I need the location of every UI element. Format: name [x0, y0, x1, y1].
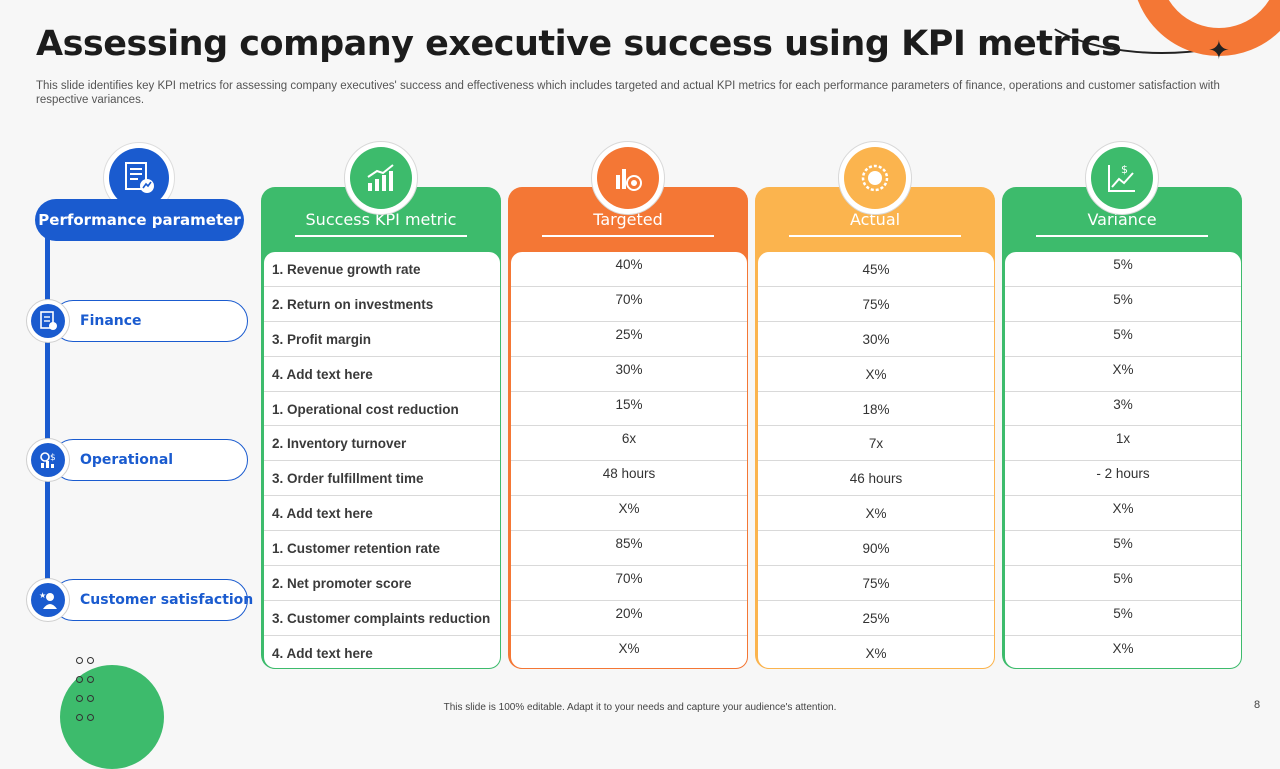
targeted-value-cell: 70% — [511, 566, 747, 601]
variance-value-cell: 5% — [1005, 287, 1241, 322]
header-underline — [1036, 235, 1208, 237]
kpi-metric-cell: 1. Operational cost reduction — [264, 392, 500, 427]
category-label: Operational — [80, 452, 174, 468]
column-actual: Actual 45% 75% 30% X% 18% 7x 46 hours X% 90% 75% 2… — [755, 187, 995, 669]
column-header: Success KPI metric — [305, 210, 457, 229]
page-number: 8 — [1254, 699, 1261, 711]
timeline-connector — [45, 236, 50, 602]
actual-value-cell: 30% — [758, 322, 994, 357]
targeted-value-cell: 25% — [511, 322, 747, 357]
variance-chart-icon: $ — [1085, 141, 1159, 215]
svg-text:$: $ — [1121, 163, 1128, 176]
targeted-value-cell: 15% — [511, 392, 747, 427]
footer-note: This slide is 100% editable. Adapt it to… — [443, 702, 837, 713]
variance-value-cell: 5% — [1005, 601, 1241, 636]
kpi-metric-cell: 4. Add text here — [272, 645, 373, 661]
kpi-metric-cell: 3. Profit margin — [264, 322, 500, 357]
variance-value-cell: X% — [1112, 640, 1134, 656]
kpi-metric-cell: 2. Return on investments — [264, 287, 500, 322]
column-body: 45% 75% 30% X% 18% 7x 46 hours X% 90% 75% 25% X% — [757, 251, 995, 669]
actual-value-cell: X% — [758, 357, 994, 392]
actual-value-cell: 45% — [758, 252, 994, 287]
header-underline — [789, 235, 961, 237]
variance-value-cell: 3% — [1005, 392, 1241, 427]
variance-value-cell: 5% — [1005, 252, 1241, 287]
kpi-metric-cell: 1. Customer retention rate — [264, 531, 500, 567]
header-underline — [542, 235, 714, 237]
kpi-metric-cell: 3. Customer complaints reduction — [264, 601, 500, 636]
column-header: Actual — [849, 210, 901, 229]
kpi-metric-cell: 2. Inventory turnover — [264, 426, 500, 462]
column-kpi-metric: Success KPI metric 1. Revenue growth rat… — [261, 187, 501, 669]
variance-value-cell: 1x — [1005, 426, 1241, 462]
page-title: Assessing company executive success usin… — [36, 24, 1122, 64]
targeted-value-cell: 85% — [511, 531, 747, 567]
column-variance: Variance 5% 5% 5% X% 3% 1x - 2 hours X% 5% 5% 5% X% — [1002, 187, 1242, 669]
targeted-value-cell: 20% — [511, 601, 747, 636]
column-header: Variance — [1087, 210, 1157, 229]
targeted-value-cell: X% — [511, 496, 747, 532]
kpi-metric-cell: 4. Add text here — [264, 357, 500, 392]
operations-icon: $ — [26, 438, 70, 482]
category-customer-satisfaction: Customer satisfaction — [52, 579, 253, 621]
variance-value-cell: 5% — [1005, 322, 1241, 357]
actual-value-cell: X% — [758, 496, 994, 532]
category-label: Finance — [80, 313, 142, 329]
performance-parameter-header: Performance parameter — [35, 199, 244, 241]
column-body: 1. Revenue growth rate 2. Return on inves… — [263, 251, 501, 669]
actual-badge-icon — [838, 141, 912, 215]
finance-report-icon — [26, 299, 70, 343]
targeted-value-cell: X% — [618, 640, 640, 656]
variance-value-cell: X% — [1005, 357, 1241, 392]
column-body: 5% 5% 5% X% 3% 1x - 2 hours X% 5% 5% 5% X% — [1004, 251, 1242, 669]
sparkle-icon: ✦ — [1208, 36, 1230, 66]
kpi-metric-cell: 4. Add text here — [264, 496, 500, 532]
actual-value-cell: 46 hours — [758, 461, 994, 497]
targeted-value-cell: 70% — [511, 287, 747, 322]
targeted-value-cell: 30% — [511, 357, 747, 392]
actual-value-cell: 75% — [758, 287, 994, 322]
actual-value-cell: 25% — [758, 601, 994, 636]
category-label: Customer satisfaction — [80, 592, 254, 608]
svg-text:★: ★ — [39, 591, 46, 600]
targeted-value-cell: 48 hours — [511, 461, 747, 497]
growth-chart-icon — [344, 141, 418, 215]
column-targeted: Targeted 40% 70% 25% 30% 15% 6x 48 hours X% 85% 7… — [508, 187, 748, 669]
column-header: Targeted — [593, 210, 663, 229]
targeted-value-cell: 40% — [511, 252, 747, 287]
decorative-dots — [74, 650, 96, 726]
actual-value-cell: 18% — [758, 392, 994, 427]
kpi-metric-cell: 2. Net promoter score — [264, 566, 500, 601]
actual-value-cell: 75% — [758, 566, 994, 601]
actual-value-cell: 90% — [758, 531, 994, 567]
variance-value-cell: 5% — [1005, 566, 1241, 601]
variance-value-cell: X% — [1005, 496, 1241, 532]
actual-value-cell: X% — [865, 645, 887, 661]
actual-value-cell: 7x — [758, 426, 994, 462]
customer-icon: ★ — [26, 578, 70, 622]
column-body: 40% 70% 25% 30% 15% 6x 48 hours X% 85% 70% 20% X% — [510, 251, 748, 669]
svg-text:$: $ — [50, 453, 56, 463]
kpi-metric-cell: 1. Revenue growth rate — [264, 252, 500, 287]
page-subtitle: This slide identifies key KPI metrics fo… — [36, 80, 1220, 106]
variance-value-cell: 5% — [1005, 531, 1241, 567]
header-underline — [295, 235, 467, 237]
target-chart-icon — [591, 141, 665, 215]
decorative-curve — [1030, 0, 1280, 54]
variance-value-cell: - 2 hours — [1005, 461, 1241, 497]
category-finance: Finance — [52, 300, 248, 342]
category-operational: Operational — [52, 439, 248, 481]
targeted-value-cell: 6x — [511, 426, 747, 462]
kpi-metric-cell: 3. Order fulfillment time — [264, 461, 500, 497]
